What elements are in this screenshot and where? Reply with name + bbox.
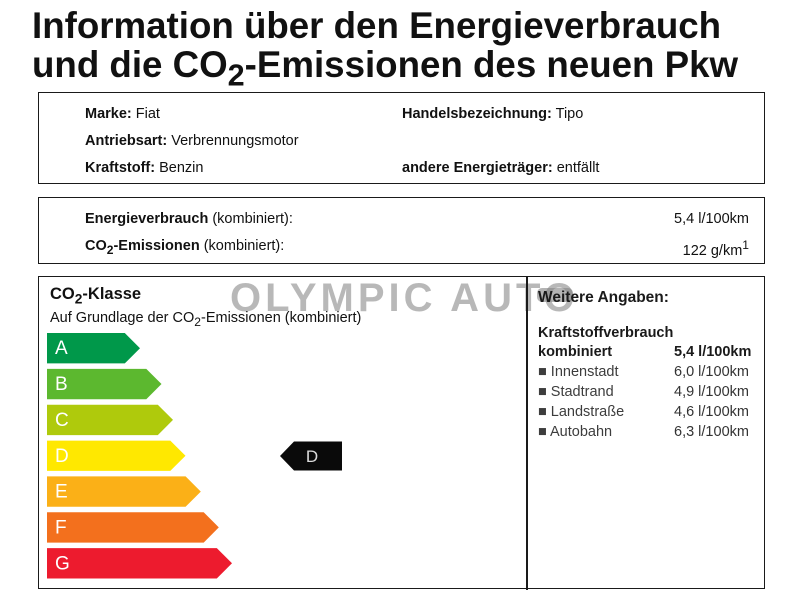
svg-text:C: C bbox=[55, 410, 69, 431]
svg-text:A: A bbox=[55, 338, 68, 359]
svg-text:G: G bbox=[55, 553, 70, 574]
svg-text:B: B bbox=[55, 374, 68, 395]
svg-text:F: F bbox=[55, 517, 67, 538]
svg-text:E: E bbox=[55, 482, 68, 503]
svg-text:D: D bbox=[306, 447, 318, 466]
svg-text:D: D bbox=[55, 446, 69, 467]
